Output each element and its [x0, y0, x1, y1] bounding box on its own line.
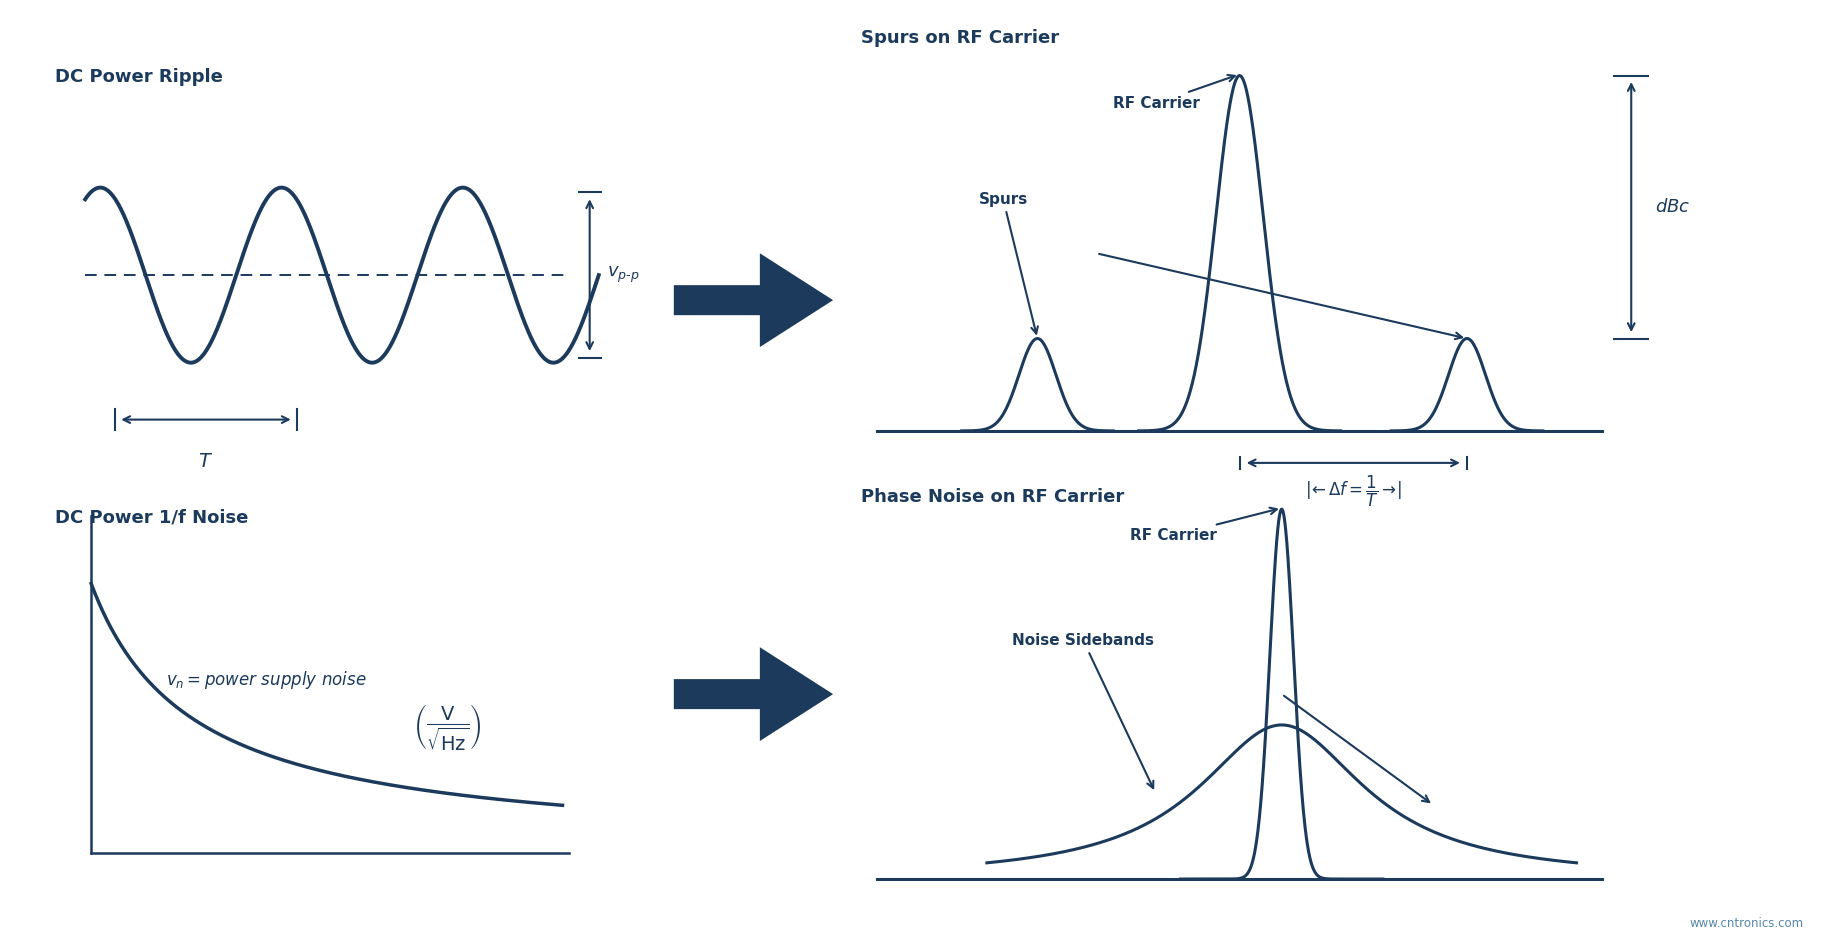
Text: $T$: $T$ [198, 453, 214, 471]
Polygon shape [673, 253, 833, 347]
Text: $dBc$: $dBc$ [1654, 198, 1689, 216]
Text: Phase Noise on RF Carrier: Phase Noise on RF Carrier [860, 488, 1124, 506]
Text: DC Power 1/f Noise: DC Power 1/f Noise [55, 509, 249, 527]
Text: $|\!\leftarrow \Delta f = \dfrac{1}{T} \rightarrow\!|$: $|\!\leftarrow \Delta f = \dfrac{1}{T} \… [1305, 474, 1402, 508]
Text: Noise Sidebands: Noise Sidebands [1012, 633, 1153, 788]
Text: DC Power Ripple: DC Power Ripple [55, 68, 223, 86]
Text: $v_n = \mathit{power\ supply\ noise}$: $v_n = \mathit{power\ supply\ noise}$ [167, 669, 366, 690]
Text: RF Carrier: RF Carrier [1113, 75, 1233, 111]
Text: www.cntronics.com: www.cntronics.com [1689, 917, 1803, 930]
Text: $\left(\dfrac{\mathrm{V}}{\sqrt{\mathrm{Hz}}}\right)$: $\left(\dfrac{\mathrm{V}}{\sqrt{\mathrm{… [414, 703, 481, 753]
Text: Spurs on RF Carrier: Spurs on RF Carrier [860, 29, 1058, 48]
Text: Spurs: Spurs [977, 191, 1038, 334]
Text: RF Carrier: RF Carrier [1129, 507, 1276, 543]
Text: $v_{p\text{-}p}$: $v_{p\text{-}p}$ [606, 265, 639, 285]
Polygon shape [673, 647, 833, 741]
